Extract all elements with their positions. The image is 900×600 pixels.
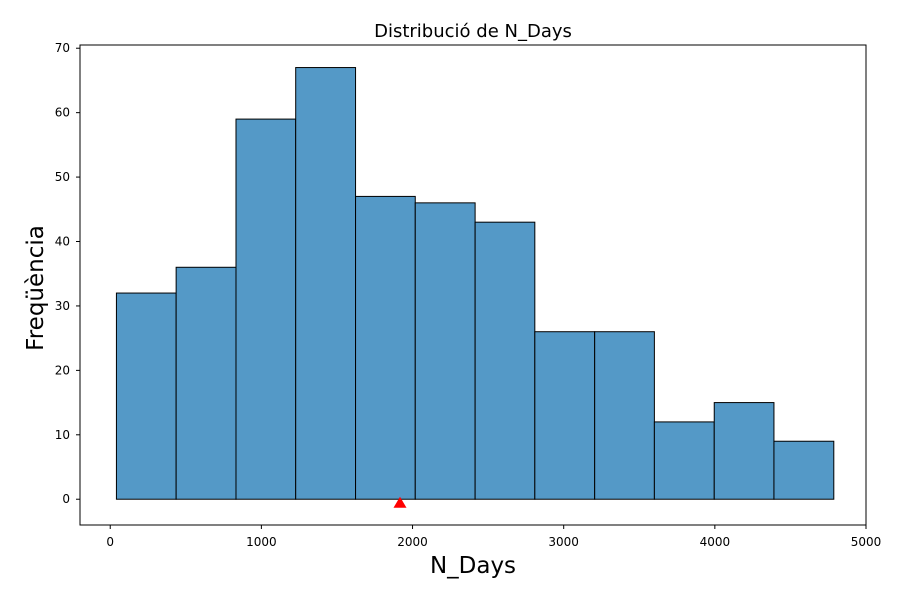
histogram-bar <box>295 67 357 500</box>
x-tick-label: 5000 <box>851 535 882 549</box>
x-tick-label: 2000 <box>397 535 428 549</box>
histogram-bar <box>773 440 835 500</box>
y-tick-label: 50 <box>55 170 70 184</box>
y-axis-label: Freqüència <box>23 225 49 351</box>
mean-marker <box>393 496 407 508</box>
x-axis-label: N_Days <box>430 553 516 579</box>
histogram-bar <box>355 195 416 500</box>
x-tick-label: 4000 <box>700 535 731 549</box>
y-tick-label: 60 <box>55 106 70 120</box>
histogram-bar <box>235 118 297 500</box>
histogram-bar <box>175 266 237 500</box>
x-tick-label: 1000 <box>246 535 277 549</box>
chart-title: Distribució de N_Days <box>374 21 572 42</box>
y-tick-label: 40 <box>55 235 70 249</box>
plot-frame <box>79 44 867 526</box>
histogram-bar <box>534 331 596 500</box>
y-tick-label: 20 <box>55 363 70 377</box>
y-tick-label: 70 <box>55 41 70 55</box>
marker-group <box>393 496 407 508</box>
y-tick-label: 0 <box>62 492 70 506</box>
x-axis: 0 1000 2000 3000 4000 5000 <box>106 525 881 549</box>
y-axis: 0 10 20 30 40 50 60 70 <box>55 41 80 506</box>
histogram-bar <box>474 221 536 500</box>
bars-group <box>115 67 835 500</box>
histogram-bar <box>713 402 775 500</box>
histogram-bar <box>653 421 715 500</box>
y-tick-label: 30 <box>55 299 70 313</box>
y-tick-label: 10 <box>55 428 70 442</box>
x-tick-label: 0 <box>106 535 114 549</box>
x-tick-label: 3000 <box>548 535 579 549</box>
histogram-bar <box>594 331 655 500</box>
histogram-bar <box>115 292 177 500</box>
histogram-bar <box>414 202 476 500</box>
